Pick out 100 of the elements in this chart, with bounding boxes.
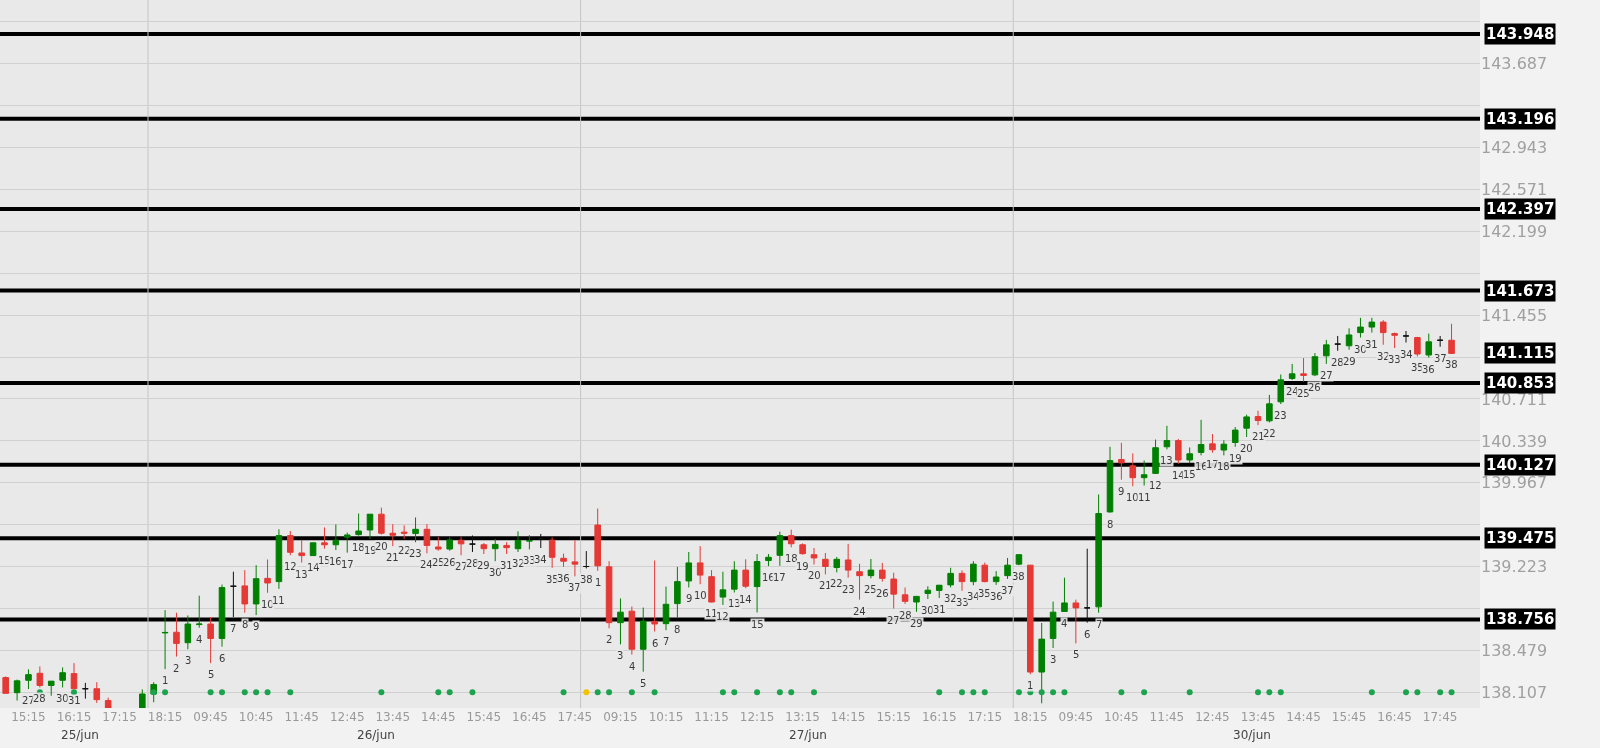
text: 28 [33,693,46,704]
candlestick [36,665,44,688]
candlestick [1243,414,1250,438]
text: 20 [1240,443,1253,454]
candlestick [2,675,9,694]
text: 15 [318,555,331,566]
text: 12 [716,611,729,622]
text: 30 [489,567,502,578]
candlestick [696,545,704,585]
candlestick [1277,374,1285,405]
text: 7 [230,623,237,634]
text: 22 [830,578,843,589]
x-tick-label: 16:15 [56,710,92,724]
candlestick [309,542,317,557]
text: 19 [1229,453,1242,464]
candlestick [1163,425,1171,450]
text: 30 [56,693,69,704]
candlestick [355,513,362,536]
text: 35 [546,574,559,585]
candlestick [275,528,283,590]
text: 12 [1149,480,1162,491]
x-tick-label: 12:45 [329,710,365,724]
text: 141.115 [1486,344,1555,362]
candlestick [1379,319,1387,346]
ref-line-label: 140.853 [1486,374,1555,392]
ref-line-label: 143.196 [1486,110,1555,128]
candlestick [1311,352,1319,377]
text: 32 [944,593,957,604]
candlestick [651,560,658,633]
ref-line-label: 140.127 [1486,456,1555,474]
text: 9 [1118,486,1125,497]
text: 36 [1422,364,1435,375]
x-tick-label: 09:45 [1058,710,1094,724]
candlestick [1334,335,1341,352]
x-tick-label: 17:45 [1422,710,1458,724]
text: 3 [185,655,192,666]
candlestick [423,523,431,554]
text: 25 [432,557,445,568]
text: 38 [1445,359,1458,370]
text: 6 [1084,629,1091,640]
text: 31 [68,695,81,706]
x-tick-label: 09:15 [603,710,638,724]
candlestick [82,682,89,700]
candlestick [1038,622,1045,704]
text: 18 [785,553,798,564]
candlestick [890,572,897,610]
text: 14 [307,562,320,573]
text: 20 [808,570,821,581]
x-tick-label: 12:15 [739,710,775,724]
text: 31 [933,604,946,615]
candlestick [343,532,351,554]
candlestick [1425,333,1433,359]
x-tick-label: 11:15 [694,710,729,724]
candlestick [765,553,772,567]
text: 7 [1096,619,1103,630]
text: 36 [557,573,570,584]
candlestick [1095,493,1102,614]
candlestick [184,614,192,650]
y-tick-label: 140.711 [1481,389,1548,409]
text: 4 [1061,618,1068,629]
candlestick [935,584,943,599]
x-tick-label: 14:45 [421,710,456,724]
text: 10 [1126,492,1139,503]
text: 35 [978,588,991,599]
candlestick [1061,577,1068,613]
candlestick [537,533,545,549]
candlestick [548,536,556,569]
candlestick [435,536,442,552]
candlestick [981,562,989,583]
text: 28 [466,558,479,569]
candlestick [970,560,977,586]
text: 30 [921,605,934,616]
text: 21 [1252,431,1265,442]
ref-line-label: 141.673 [1486,282,1555,300]
text: 11 [272,595,285,606]
text: 10 [694,590,707,601]
x-tick-label: 14:15 [830,710,866,724]
candlestick [1254,410,1262,426]
text: 19 [796,561,809,572]
candlestick [662,586,670,631]
candlestick [583,550,590,569]
candlestick [1231,426,1239,448]
candlestick [332,523,340,551]
candlestick [526,534,533,550]
x-tick-label: 16:45 [1377,710,1412,724]
text: 26/jun [357,728,395,742]
x-tick-label: 10:45 [238,710,274,724]
x-tick-label: 17:15 [102,710,137,724]
candlestick [639,607,647,673]
text: 9 [686,593,693,604]
text: 14 [1172,470,1185,481]
candlestick [70,662,78,690]
text: 37 [1001,585,1014,596]
candlestick [731,560,738,593]
candlestick [605,560,613,629]
text: 16 [1195,461,1208,472]
x-tick-label: 12:45 [1195,710,1230,724]
candlestick [867,558,875,579]
candlestick [685,551,693,588]
text: 27 [22,695,35,706]
